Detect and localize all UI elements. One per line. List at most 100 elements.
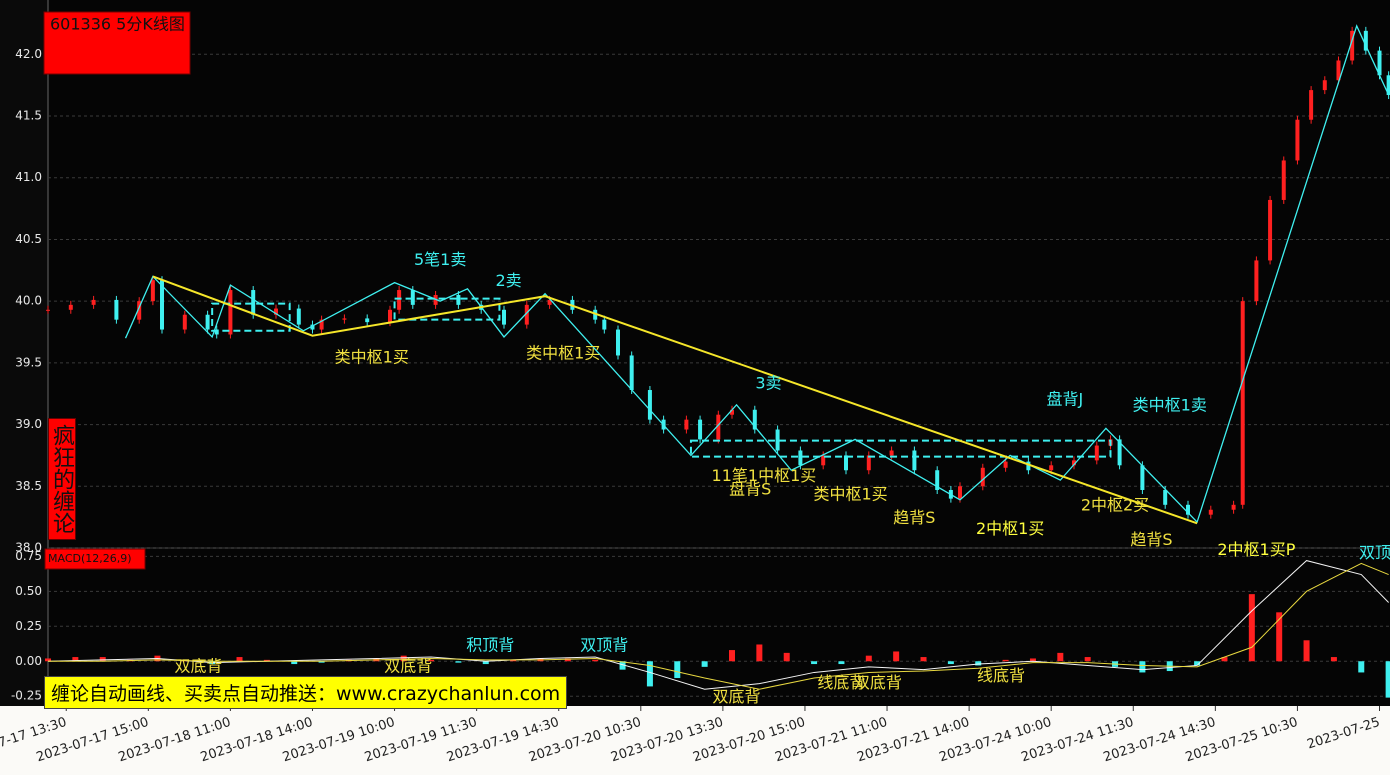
indicator-label-box — [44, 548, 146, 570]
candle — [547, 299, 552, 305]
macd-bar — [592, 659, 599, 662]
candle — [524, 304, 529, 325]
candle — [1071, 460, 1076, 466]
candle — [456, 294, 461, 305]
title-box — [43, 11, 191, 75]
y-tick-label: 38.5 — [15, 479, 42, 493]
macd-bar — [428, 659, 435, 662]
candle — [729, 409, 734, 415]
annotation: 趋背S — [893, 508, 935, 527]
candle — [1322, 80, 1327, 91]
macd-bar — [1330, 657, 1337, 662]
annotation: 类中枢1卖 — [1133, 396, 1207, 415]
macd-bar — [45, 658, 51, 662]
pivot-zone — [393, 297, 501, 321]
y-tick-label: 40.0 — [15, 294, 42, 308]
macd-bar — [728, 650, 735, 662]
macd-bar — [975, 661, 982, 666]
macd-bar — [783, 652, 790, 662]
annotation: 双底背 — [713, 687, 761, 706]
annotation: 双底背 — [384, 656, 432, 675]
candle — [698, 419, 703, 440]
candle — [205, 314, 210, 330]
candle — [365, 318, 370, 323]
annotation: 类中枢1买 — [813, 484, 887, 503]
annotation: 11笔1中枢1买 — [712, 466, 817, 485]
candle — [150, 280, 155, 302]
candle — [957, 486, 962, 499]
macd-bar — [1084, 657, 1091, 662]
annotation: 双顶背 — [580, 635, 628, 654]
chart-title: 601336 5分K线图 — [50, 15, 185, 34]
candle — [1049, 465, 1054, 471]
y-tick-label: 42.0 — [15, 47, 42, 61]
banner: 缠论自动画线、买卖点自动推送：www.crazychanlun.com — [44, 676, 568, 709]
candle — [602, 319, 607, 330]
macd-bar — [99, 657, 106, 662]
macd-bar — [865, 655, 872, 662]
annotation: 盘背S — [729, 479, 771, 498]
candle — [615, 329, 620, 356]
candle — [1350, 30, 1355, 61]
annotation: 类中枢1买 — [335, 347, 409, 366]
candle — [137, 301, 142, 320]
macd-bar — [263, 659, 270, 662]
candle — [296, 308, 301, 325]
macd-bar — [701, 661, 708, 667]
candle — [387, 309, 392, 323]
annotation: 2卖 — [495, 271, 521, 290]
macd-bar — [564, 658, 571, 662]
macd-bar — [1002, 659, 1009, 662]
y-tick-label: 0.50 — [15, 584, 42, 598]
macd-bar — [1221, 657, 1228, 662]
candle — [182, 314, 187, 330]
candle — [342, 318, 347, 320]
candle — [1140, 465, 1145, 490]
macd-bar — [1385, 661, 1390, 698]
macd-bar — [674, 661, 681, 679]
y-tick-label: 40.5 — [15, 232, 42, 246]
y-tick-label: -0.25 — [11, 689, 42, 703]
pivot-zone — [211, 302, 291, 332]
candle — [319, 319, 324, 330]
macd-bar — [482, 661, 489, 665]
macd-bar — [646, 661, 653, 687]
macd-bar — [838, 661, 845, 665]
macd-bar — [920, 657, 927, 662]
candle — [935, 470, 940, 490]
y-tick-label: 41.0 — [15, 170, 42, 184]
candle — [1185, 504, 1190, 515]
candle — [775, 429, 780, 451]
candle — [752, 409, 757, 430]
pivot-zone — [689, 439, 1112, 458]
macd-bar — [1248, 594, 1255, 662]
candle — [629, 355, 634, 391]
candle — [1254, 260, 1259, 302]
candle — [1240, 301, 1245, 505]
annotation: 线底背 — [977, 666, 1025, 685]
candle — [821, 455, 826, 466]
candle — [1026, 461, 1031, 471]
y-tick-label: 39.0 — [15, 417, 42, 431]
candle — [1336, 60, 1341, 81]
annotation: 双底背 — [174, 656, 222, 675]
candle — [798, 450, 803, 466]
annotation: 类中枢1买 — [526, 344, 600, 363]
annotation: 双底背 — [854, 673, 902, 692]
macd-bar — [893, 651, 900, 662]
candle — [410, 290, 415, 305]
candle — [228, 290, 233, 335]
y-tick-label: 0.25 — [15, 619, 42, 633]
candle — [684, 419, 689, 430]
annotation: 盘背J — [1047, 389, 1084, 408]
macd-bar — [756, 644, 763, 662]
macd-bar — [1057, 652, 1064, 662]
y-tick-label: 41.5 — [15, 109, 42, 123]
y-tick-label: 38.0 — [15, 541, 42, 555]
candle — [912, 450, 917, 471]
macd-bar — [1303, 640, 1310, 662]
candle — [1363, 30, 1368, 51]
candle — [1117, 439, 1122, 466]
annotation: 5笔1卖 — [414, 250, 466, 269]
